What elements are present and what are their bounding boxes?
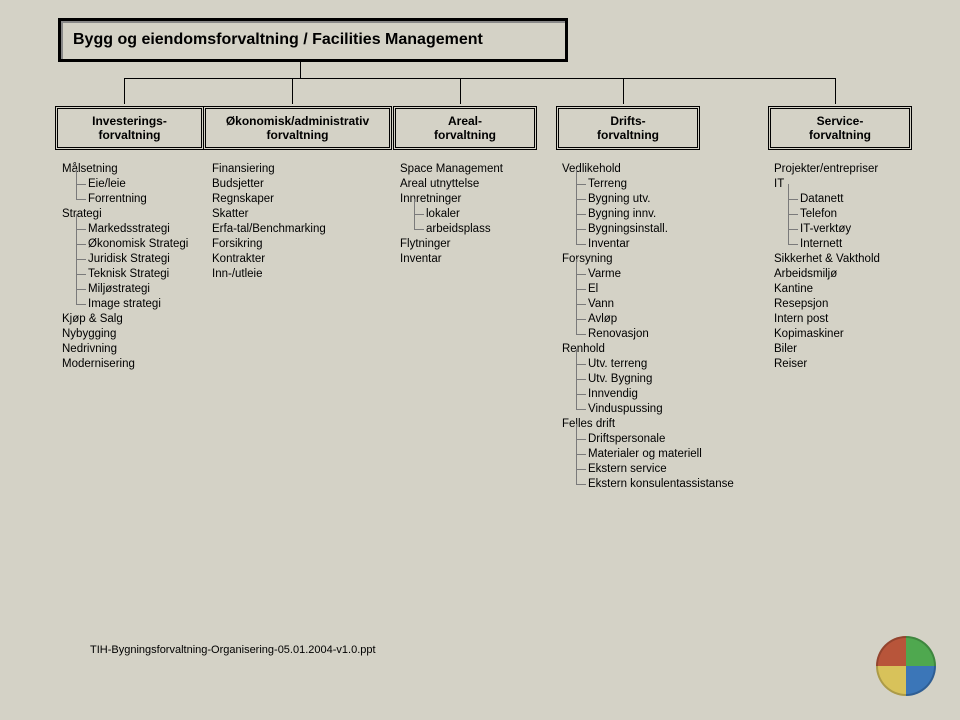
tree-node: Biler [774,342,880,357]
tree-node: Intern post [774,312,880,327]
tree-node: Flytninger [400,237,503,252]
tree-node: Felles drift [562,417,734,432]
tree-node: Arbeidsmiljø [774,267,880,282]
tree-node: Nedrivning [62,342,188,357]
tree-node: IT [774,177,880,192]
tree-node: Resepsjon [774,297,880,312]
tree-node: Telefon [788,207,880,222]
tree-node: Innretninger [400,192,503,207]
tree-node: Forsyning [562,252,734,267]
column-header: Investerings-forvaltning [57,108,202,148]
column-header: Drifts-forvaltning [558,108,698,148]
tree-node: Vedlikehold [562,162,734,177]
tree-node: Inventar [400,252,503,267]
tree-node: Skatter [212,207,326,222]
tree: VedlikeholdTerrengBygning utv.Bygning in… [562,162,734,492]
tree-node: Datanett [788,192,880,207]
tree: FinansieringBudsjetterRegnskaperSkatterE… [212,162,326,282]
tree-node: Finansiering [212,162,326,177]
tree-node: Materialer og materiell [576,447,734,462]
tree-node: Modernisering [62,357,188,372]
tree-node: Miljøstrategi [76,282,188,297]
column-header: Service-forvaltning [770,108,910,148]
tree: Space ManagementAreal utnyttelseInnretni… [400,162,503,267]
footer-filename: TIH-Bygningsforvaltning-Organisering-05.… [90,644,376,656]
tree-node: Projekter/entrepriser [774,162,880,177]
tree-node: Målsetning [62,162,188,177]
tree-node: Space Management [400,162,503,177]
tree-node: Renovasjon [576,327,734,342]
tree-node: Strategi [62,207,188,222]
title-text: Bygg og eiendomsforvaltning / Facilities… [73,31,483,49]
tree-node: Nybygging [62,327,188,342]
tree-node: Reiser [774,357,880,372]
diagram-title: Bygg og eiendomsforvaltning / Facilities… [60,20,566,60]
tree-node: Driftspersonale [576,432,734,447]
tree-node: Renhold [562,342,734,357]
tree-node: Teknisk Strategi [76,267,188,282]
tree-node: Budsjetter [212,177,326,192]
tree-node: Ekstern service [576,462,734,477]
tree-node: Avløp [576,312,734,327]
tree-node: El [576,282,734,297]
column-header: Økonomisk/administrativforvaltning [205,108,390,148]
tree-node: Bygning utv. [576,192,734,207]
tree-node: Utv. Bygning [576,372,734,387]
tree-node: Utv. terreng [576,357,734,372]
lifecycle-logo-icon [876,636,936,696]
tree-node: IT-verktøy [788,222,880,237]
tree-node: Vann [576,297,734,312]
tree-node: Økonomisk Strategi [76,237,188,252]
tree-node: Vinduspussing [576,402,734,417]
tree-node: Bygning innv. [576,207,734,222]
tree: MålsetningEie/leieForrentningStrategiMar… [62,162,188,372]
tree-node: Areal utnyttelse [400,177,503,192]
tree-node: arbeidsplass [414,222,503,237]
tree-node: Image strategi [76,297,188,312]
tree-node: Forrentning [76,192,188,207]
tree-node: Markedsstrategi [76,222,188,237]
tree-node: Kantine [774,282,880,297]
tree-node: Varme [576,267,734,282]
tree-node: Ekstern konsulentassistanse [576,477,734,492]
tree-node: Innvendig [576,387,734,402]
tree-node: Inventar [576,237,734,252]
tree-node: Kontrakter [212,252,326,267]
tree-node: Terreng [576,177,734,192]
tree-node: Forsikring [212,237,326,252]
tree-node: Kopimaskiner [774,327,880,342]
column-header: Areal-forvaltning [395,108,535,148]
tree-node: Erfa-tal/Benchmarking [212,222,326,237]
tree-node: Juridisk Strategi [76,252,188,267]
tree: Projekter/entrepriserITDatanettTelefonIT… [774,162,880,372]
tree-node: lokaler [414,207,503,222]
tree-node: Bygningsinstall. [576,222,734,237]
tree-node: Internett [788,237,880,252]
tree-node: Kjøp & Salg [62,312,188,327]
tree-node: Eie/leie [76,177,188,192]
slide: { "title": "Bygg og eiendomsforvaltning … [0,0,960,720]
tree-node: Sikkerhet & Vakthold [774,252,880,267]
tree-node: Inn-/utleie [212,267,326,282]
tree-node: Regnskaper [212,192,326,207]
